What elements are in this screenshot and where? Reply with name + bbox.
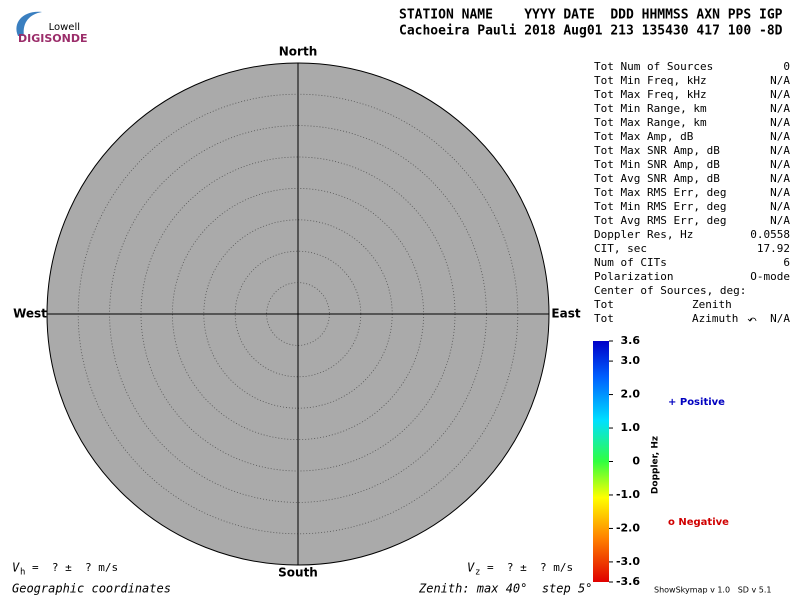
stat-label: CIT, sec xyxy=(594,242,647,255)
east-label: East xyxy=(551,307,580,321)
vz-text: = ? ± ? m/s xyxy=(487,561,573,574)
colorbar xyxy=(593,341,609,582)
stat-label: Tot Max RMS Err, deg xyxy=(594,186,726,199)
colorbar-tick-label: -2.0 xyxy=(616,521,640,534)
stat-label: Doppler Res, Hz xyxy=(594,228,693,241)
colorbar-title: Doppler, Hz xyxy=(651,436,661,494)
stat-value: 6 xyxy=(783,256,790,269)
stat-label: Polarization xyxy=(594,270,673,283)
stat-label: Tot xyxy=(594,298,614,311)
colorbar-tick-label: 3.0 xyxy=(621,354,641,367)
legend-negative: o Negative xyxy=(668,517,729,528)
stat-label: Num of CITs xyxy=(594,256,667,269)
stat-label: Center of Sources, deg: xyxy=(594,284,746,297)
stat-value: N/A xyxy=(770,88,790,101)
zenith-note: Zenith: max 40° step 5° xyxy=(418,582,592,596)
stat-value: N/A xyxy=(770,116,790,129)
logo-top: Lowell xyxy=(49,22,80,33)
stat-label: Tot Num of Sources xyxy=(594,60,713,73)
stat-value: O-mode xyxy=(750,270,790,283)
stat-label: Tot Max SNR Amp, dB xyxy=(594,144,720,157)
stat-value: N/A xyxy=(770,130,790,143)
azimuth-icon xyxy=(747,317,757,322)
stat-value: N/A xyxy=(770,186,790,199)
stat-value: N/A xyxy=(770,200,790,213)
south-label: South xyxy=(278,566,318,580)
stats-table: Tot Num of Sources 0 Tot Min Freq, kHz N/A T… xyxy=(594,60,790,325)
colorbar-tick-label: 1.0 xyxy=(621,421,641,434)
vh-subscript: h xyxy=(20,568,25,578)
vz-subscript: z xyxy=(475,568,480,578)
stat-label: Tot Min Freq, kHz xyxy=(594,74,707,87)
colorbar-tick-label: 0 xyxy=(632,455,640,468)
colorbar-tick-label: -1.0 xyxy=(616,488,640,501)
colorbar-tick-label: -3.0 xyxy=(616,555,640,568)
stat-label: Tot Min RMS Err, deg xyxy=(594,200,726,213)
legend-positive: + Positive xyxy=(668,397,725,408)
stat-label: Tot Min SNR Amp, dB xyxy=(594,158,720,171)
stat-value: N/A xyxy=(770,74,790,87)
stat-label: Tot Avg SNR Amp, dB xyxy=(594,172,720,185)
stat-label: Tot Max Freq, kHz xyxy=(594,88,707,101)
stat-value: 17.92 xyxy=(757,242,790,255)
logo-bottom: DIGISONDE xyxy=(18,32,87,45)
stat-value: N/A xyxy=(770,158,790,171)
stat-value: 0.0558 xyxy=(750,228,790,241)
stat-label: Tot Max Range, km xyxy=(594,116,707,129)
vz-symbol: V xyxy=(467,561,475,575)
colorbar-tick-label: 2.0 xyxy=(621,388,641,401)
stat-label: Tot Max Amp, dB xyxy=(594,130,694,143)
stat-label: Tot xyxy=(594,312,614,325)
header-values: Cachoeira Pauli 2018 Aug01 213 135430 41… xyxy=(399,24,783,39)
stat-value: N/A xyxy=(770,312,790,325)
colorbar-tick-label: -3.6 xyxy=(616,575,640,588)
colorbar-tick-label: 3.6 xyxy=(621,334,641,347)
stat-middle: Azimuth xyxy=(692,312,738,325)
vh-text: = ? ± ? m/s xyxy=(32,561,118,574)
stat-middle: Zenith xyxy=(692,298,732,311)
colorbar-ticks: 3.6 3.0 2.0 1.0 0 -1.0 -2.0 -3.0 -3.6 xyxy=(609,334,640,588)
west-label: West xyxy=(13,307,47,321)
vh-symbol: V xyxy=(12,561,20,575)
logo-swoosh xyxy=(16,11,42,36)
stat-value: N/A xyxy=(770,144,790,157)
stat-value: 0 xyxy=(783,60,790,73)
stat-value: N/A xyxy=(770,214,790,227)
stat-label: Tot Avg RMS Err, deg xyxy=(594,214,726,227)
stat-label: Tot Min Range, km xyxy=(594,102,707,115)
version-note: ShowSkymap v 1.0 SD v 5.1 xyxy=(654,586,771,595)
header-columns: STATION NAME YYYY DATE DDD HHMMSS AXN PP… xyxy=(399,8,783,23)
stat-value: N/A xyxy=(770,102,790,115)
coordinates-note: Geographic coordinates xyxy=(12,582,171,596)
stat-value: N/A xyxy=(770,172,790,185)
north-label: North xyxy=(279,45,317,59)
